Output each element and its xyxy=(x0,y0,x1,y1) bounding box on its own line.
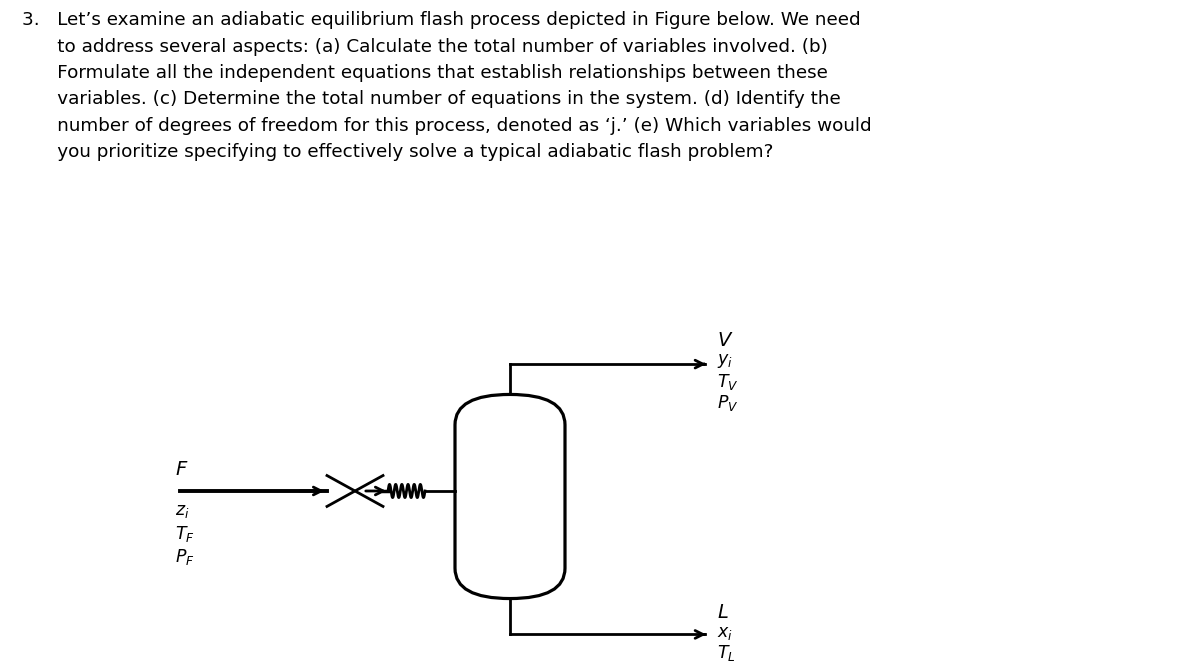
Text: 3.   Let’s examine an adiabatic equilibrium flash process depicted in Figure bel: 3. Let’s examine an adiabatic equilibriu… xyxy=(22,11,871,161)
Text: $T_L$: $T_L$ xyxy=(718,643,736,662)
Text: $V$: $V$ xyxy=(718,332,733,350)
Text: $P_F$: $P_F$ xyxy=(175,547,194,567)
Text: $F$: $F$ xyxy=(175,461,188,479)
Text: $T_V$: $T_V$ xyxy=(718,372,739,392)
Text: $L$: $L$ xyxy=(718,604,728,622)
Text: $T_F$: $T_F$ xyxy=(175,524,194,544)
Text: $P_V$: $P_V$ xyxy=(718,393,738,412)
Text: $z_i$: $z_i$ xyxy=(175,503,190,520)
Text: $x_i$: $x_i$ xyxy=(718,625,733,642)
FancyBboxPatch shape xyxy=(455,395,565,598)
Text: $y_i$: $y_i$ xyxy=(718,352,733,370)
